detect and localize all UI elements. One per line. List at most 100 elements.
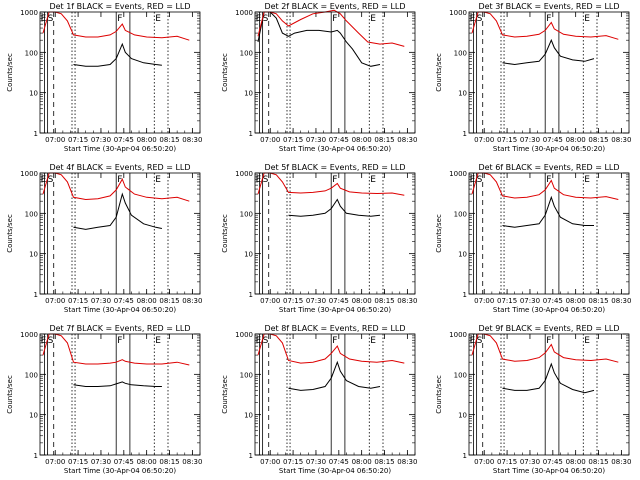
subplot-title: Det 3f BLACK = Events, RED = LLD	[478, 2, 619, 11]
plot-frame	[468, 333, 630, 456]
subplot-5: Det 5f BLACK = Events, RED = LLD Counts/s…	[221, 163, 417, 314]
x-axis-label: Start Time (30-Apr-04 06:50:20)	[493, 145, 605, 153]
x-tick-label: 08:30	[611, 458, 631, 466]
marker-label-e-end: E	[584, 336, 590, 346]
events-series-line	[73, 381, 162, 387]
x-tick-label: 08:30	[182, 136, 202, 144]
x-tick-label: 07:15	[497, 297, 517, 305]
y-tick-label: 1000	[235, 331, 253, 339]
subplot-1: Det 1f BLACK = Events, RED = LLD Counts/s…	[6, 2, 202, 153]
events-series-line	[502, 195, 594, 228]
plot-frame	[468, 172, 630, 295]
x-tick-label: 07:00	[474, 136, 494, 144]
plot-frame	[468, 11, 630, 134]
subplot-title: Det 4f BLACK = Events, RED = LLD	[49, 163, 190, 172]
marker-label-f: F	[117, 336, 122, 346]
y-tick-label: 10	[458, 251, 467, 259]
x-tick-label: 08:00	[352, 297, 372, 305]
x-tick-label: 08:15	[374, 136, 394, 144]
lld-series-line	[42, 11, 190, 41]
y-tick-label: 100	[25, 210, 38, 218]
plot-frame	[254, 333, 416, 456]
y-tick-label: 1	[249, 130, 253, 138]
x-tick-label: 07:30	[520, 136, 540, 144]
y-tick-label: 10	[458, 412, 467, 420]
y-tick-label: 100	[454, 371, 467, 379]
marker-label-f: F	[546, 14, 551, 24]
marker-label-s: S	[48, 175, 54, 185]
marker-label-s: S	[263, 14, 269, 24]
y-tick-label: 100	[454, 210, 467, 218]
x-tick-label: 08:30	[611, 297, 631, 305]
subplot-title: Det 7f BLACK = Events, RED = LLD	[49, 324, 190, 333]
x-tick-label: 08:15	[159, 297, 179, 305]
marker-label-f: F	[546, 336, 551, 346]
marker-label-f: F	[546, 175, 551, 185]
y-axis-label: Counts/sec	[6, 214, 14, 253]
marker-label-s: S	[263, 175, 269, 185]
marker-label-e-end: E	[370, 14, 376, 24]
x-tick-label: 08:00	[137, 297, 157, 305]
x-tick-label: 08:00	[566, 458, 586, 466]
subplot-6: Det 6f BLACK = Events, RED = LLD Counts/s…	[435, 163, 631, 314]
x-axis-label: Start Time (30-Apr-04 06:50:20)	[64, 145, 176, 153]
y-tick-label: 1000	[235, 170, 253, 178]
y-tick-label: 100	[240, 49, 253, 57]
x-tick-label: 07:45	[543, 136, 563, 144]
marker-label-f: F	[332, 14, 337, 24]
plot-frame	[254, 172, 416, 295]
x-tick-label: 08:00	[352, 458, 372, 466]
x-tick-label: 07:00	[45, 136, 65, 144]
y-tick-label: 1000	[235, 9, 253, 17]
y-tick-label: 1000	[449, 331, 467, 339]
lld-series-line	[471, 333, 619, 363]
x-tick-label: 07:00	[260, 297, 280, 305]
y-tick-label: 10	[244, 412, 253, 420]
marker-label-e-end: E	[155, 336, 161, 346]
subplot-3: Det 3f BLACK = Events, RED = LLD Counts/s…	[435, 2, 631, 153]
y-tick-label: 100	[240, 371, 253, 379]
x-tick-label: 08:30	[397, 458, 417, 466]
lld-series-line	[257, 333, 405, 364]
x-tick-label: 08:15	[159, 136, 179, 144]
marker-label-e: E	[470, 14, 476, 24]
x-tick-label: 07:15	[283, 136, 303, 144]
events-series-line	[257, 11, 381, 67]
marker-label-s: S	[48, 336, 54, 346]
events-series-line	[288, 198, 381, 217]
y-tick-label: 1	[249, 291, 253, 299]
x-tick-label: 07:30	[91, 458, 111, 466]
y-tick-label: 1	[463, 130, 467, 138]
x-tick-label: 07:15	[283, 458, 303, 466]
y-tick-label: 10	[29, 412, 38, 420]
y-tick-label: 10	[29, 251, 38, 259]
subplot-9: Det 9f BLACK = Events, RED = LLD Counts/s…	[435, 324, 631, 475]
x-tick-label: 08:00	[566, 136, 586, 144]
marker-label-e: E	[256, 14, 262, 24]
y-axis-label: Counts/sec	[221, 375, 229, 414]
y-axis-label: Counts/sec	[221, 214, 229, 253]
y-tick-label: 10	[244, 251, 253, 259]
y-tick-label: 10	[29, 90, 38, 98]
y-tick-label: 1	[463, 452, 467, 460]
marker-label-e-end: E	[370, 336, 376, 346]
y-axis-label: Counts/sec	[6, 375, 14, 414]
x-tick-label: 08:30	[397, 297, 417, 305]
x-tick-label: 07:00	[474, 458, 494, 466]
x-tick-label: 07:00	[260, 458, 280, 466]
y-axis-label: Counts/sec	[6, 53, 14, 92]
x-tick-label: 07:15	[68, 297, 88, 305]
x-tick-label: 07:00	[260, 136, 280, 144]
x-tick-label: 07:15	[68, 458, 88, 466]
x-axis-label: Start Time (30-Apr-04 06:50:20)	[493, 306, 605, 314]
x-axis-label: Start Time (30-Apr-04 06:50:20)	[64, 467, 176, 475]
subplot-title: Det 1f BLACK = Events, RED = LLD	[49, 2, 190, 11]
y-tick-label: 100	[240, 210, 253, 218]
y-axis-label: Counts/sec	[435, 53, 443, 92]
marker-label-e-end: E	[370, 175, 376, 185]
lld-series-line	[42, 333, 190, 366]
plot-frame	[254, 11, 416, 134]
marker-label-e: E	[256, 175, 262, 185]
x-tick-label: 07:45	[329, 136, 349, 144]
y-tick-label: 1000	[449, 170, 467, 178]
